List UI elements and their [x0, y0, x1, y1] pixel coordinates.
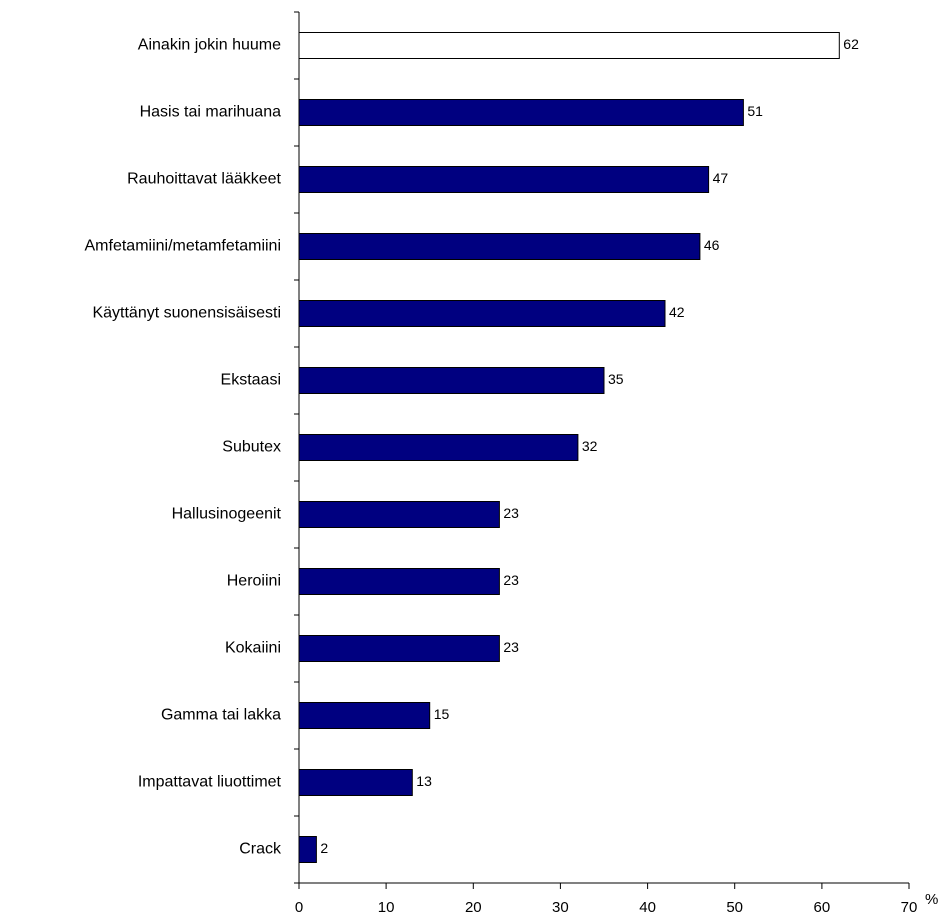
value-label: 51	[747, 103, 763, 119]
x-tick-label: 30	[552, 899, 569, 916]
category-label: Hallusinogeenit	[172, 506, 282, 523]
bar	[298, 769, 413, 796]
x-tick-label: 40	[639, 899, 656, 916]
value-label: 46	[704, 237, 720, 253]
bar	[298, 367, 605, 394]
value-label: 35	[608, 371, 624, 387]
value-label: 23	[503, 505, 519, 521]
category-label: Crack	[239, 841, 282, 858]
x-axis-unit: %	[925, 891, 938, 908]
bar	[298, 702, 431, 729]
bar	[298, 836, 317, 863]
x-tick-label: 60	[814, 899, 831, 916]
bar	[298, 568, 500, 595]
category-label: Impattavat liuottimet	[138, 774, 282, 791]
x-tick-label: 50	[726, 899, 743, 916]
value-label: 23	[503, 572, 519, 588]
value-label: 2	[320, 840, 328, 856]
value-label: 62	[843, 36, 859, 52]
value-label: 32	[582, 438, 598, 454]
x-tick-label: 20	[465, 899, 482, 916]
category-label: Rauhoittavat lääkkeet	[127, 171, 281, 188]
category-label: Ekstaasi	[221, 372, 281, 389]
bar	[298, 166, 710, 193]
category-label: Kokaiini	[225, 640, 281, 657]
bar	[298, 32, 840, 59]
axes: 0 10 20 30 40 50 60 70	[294, 11, 918, 916]
x-tick-label: 0	[295, 899, 303, 916]
value-label: 23	[503, 639, 519, 655]
value-label: 47	[713, 170, 729, 186]
category-label: Käyttänyt suonensisäisesti	[92, 305, 281, 322]
category-label: Hasis tai marihuana	[140, 104, 282, 121]
value-label: 15	[434, 706, 450, 722]
bar	[298, 501, 500, 528]
bar	[298, 233, 701, 260]
category-label: Gamma tai lakka	[161, 707, 281, 724]
bar-group	[298, 32, 840, 863]
category-label: Amfetamiini/metamfetamiini	[85, 238, 282, 255]
category-label: Subutex	[222, 439, 281, 456]
value-labels: 62 51 47 46 42 35 32 23 23 23 15 13 2	[320, 36, 859, 856]
value-label: 42	[669, 304, 685, 320]
bar	[298, 300, 666, 327]
bar	[298, 434, 579, 461]
category-label: Heroiini	[227, 573, 281, 590]
value-label: 13	[416, 773, 432, 789]
bar	[298, 635, 500, 662]
bar	[298, 99, 744, 126]
x-tick-label: 10	[378, 899, 395, 916]
category-labels: Ainakin jokin huume Hasis tai marihuana Ra…	[85, 37, 283, 858]
x-tick-label: 70	[901, 899, 918, 916]
category-label: Ainakin jokin huume	[138, 37, 281, 54]
